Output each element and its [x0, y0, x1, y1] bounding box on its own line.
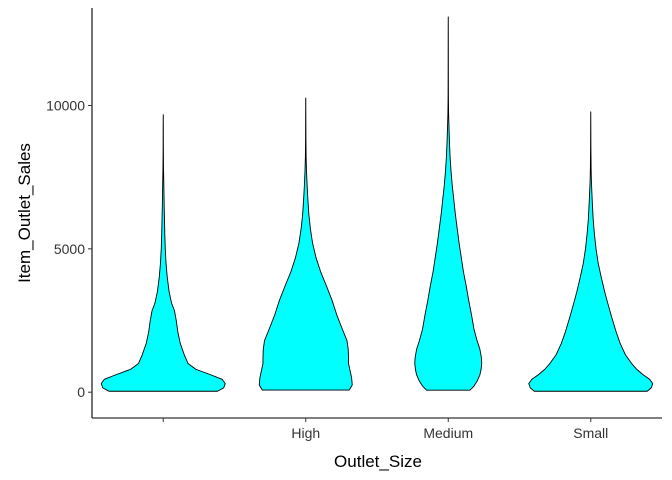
x-axis-title: Outlet_Size — [334, 452, 422, 471]
y-tick-label: 0 — [77, 384, 85, 400]
violin-high — [258, 97, 353, 391]
y-tick-label: 5000 — [54, 241, 85, 257]
violin-medium — [414, 16, 483, 391]
x-tick-label: High — [291, 425, 320, 441]
y-axis-ticks: 0 5000 10000 — [46, 97, 92, 400]
x-tick-label: Medium — [423, 425, 473, 441]
violin-small — [528, 111, 654, 392]
violin-blank — [100, 114, 226, 392]
y-tick-label: 10000 — [46, 97, 85, 113]
x-tick-label: Small — [573, 425, 608, 441]
x-axis-ticks: High Medium Small — [162, 418, 608, 441]
y-axis-title: Item_Outlet_Sales — [15, 143, 34, 283]
violin-layer — [100, 16, 654, 392]
